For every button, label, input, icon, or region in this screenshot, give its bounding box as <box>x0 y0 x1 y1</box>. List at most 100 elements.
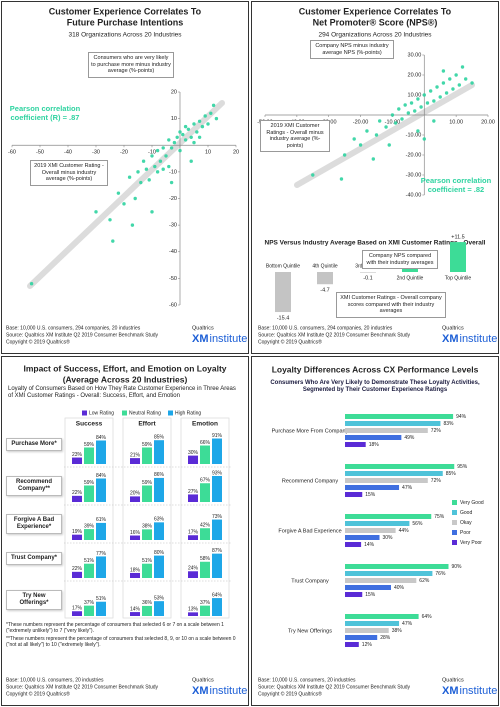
point <box>183 124 188 129</box>
facet-label: Effort <box>138 421 156 428</box>
logo-institute: institute <box>210 685 248 697</box>
y-tick-label: -20 <box>169 196 177 202</box>
value-label: 36% <box>142 600 153 606</box>
value-label: 21% <box>130 452 141 458</box>
bar <box>345 514 432 519</box>
point <box>161 167 165 171</box>
legend-label: Very Poor <box>460 540 482 546</box>
bar <box>130 458 140 464</box>
value-label: 16% <box>130 530 141 536</box>
value-label: -0.1 <box>363 276 372 282</box>
footnote: *These numbers represent the percentage … <box>6 622 224 634</box>
bar <box>96 478 106 502</box>
value-label: 18% <box>130 567 141 573</box>
point <box>122 202 126 206</box>
panel-border <box>1 1 249 354</box>
value-label: 64% <box>422 614 433 620</box>
value-label: 73% <box>212 514 223 520</box>
bar <box>84 447 94 464</box>
footer-note: Copyright © 2019 Qualtrics® <box>6 690 70 697</box>
point <box>377 119 382 123</box>
annotation: Consumers who are very likely to purchas… <box>88 52 174 78</box>
point <box>155 170 160 174</box>
value-label: 66% <box>200 440 211 446</box>
point <box>358 143 363 147</box>
footer-note: Source: Qualtrics XM Institute Q2 2019 C… <box>6 684 159 690</box>
value-label: 86% <box>154 472 165 478</box>
point <box>422 137 426 141</box>
facet-box <box>180 417 230 619</box>
bar <box>84 605 94 616</box>
value-label: 42% <box>200 523 211 529</box>
bar <box>84 529 94 540</box>
x-tick-label: -60 <box>8 150 16 156</box>
bar <box>188 455 198 464</box>
point <box>161 146 165 150</box>
point <box>111 239 115 243</box>
bar <box>154 477 164 502</box>
category-label: Forgive A Bad Experience <box>278 528 341 534</box>
row-label: Trust Company* <box>6 552 62 566</box>
point <box>416 129 420 133</box>
value-label: 44% <box>399 528 410 534</box>
point <box>419 105 423 109</box>
category-label: Try New Offerings <box>288 628 332 634</box>
footer-note: Base: 10,000 U.S. consumers, 294 compani… <box>258 325 393 331</box>
point <box>178 130 182 134</box>
chart-title: Customer Experience Correlates To <box>49 6 202 16</box>
logo-text: Qualtrics <box>442 325 464 331</box>
point <box>406 111 411 115</box>
bar <box>345 521 410 526</box>
value-label: 84% <box>96 435 107 441</box>
bar <box>96 440 106 464</box>
point <box>393 121 398 125</box>
point <box>342 153 347 157</box>
logo: XMinstitute <box>442 333 497 345</box>
annotation: Pearson correlation coefficient = .82 <box>420 176 492 194</box>
panel-border <box>1 356 249 706</box>
value-label: 72% <box>431 478 442 484</box>
point <box>189 135 193 139</box>
logo-xm: XM <box>192 333 209 345</box>
chart-subtitle: 294 Organizations Across 20 Industries <box>318 32 432 39</box>
point <box>164 154 168 158</box>
point <box>141 159 146 163</box>
bar <box>200 605 210 616</box>
value-label: 58% <box>200 556 211 562</box>
point <box>175 135 179 139</box>
x-tick-label: -20.00 <box>353 119 369 125</box>
value-label: 59% <box>84 480 95 486</box>
footer-note: Source: Qualtrics XM Institute Q2 2019 C… <box>258 332 411 338</box>
y-tick-label: 10 <box>171 116 177 122</box>
bar <box>345 642 359 647</box>
point <box>387 143 391 147</box>
point <box>108 218 112 222</box>
logo-xm: XM <box>442 685 459 697</box>
bar <box>345 585 391 590</box>
value-label: 76% <box>435 571 446 577</box>
category-label: 2nd Quintile <box>397 275 424 281</box>
value-label: 15% <box>365 592 376 598</box>
bar <box>84 563 94 578</box>
category-label: Recommend Company <box>282 478 338 484</box>
panel-border <box>251 1 499 354</box>
y-tick-label: 30.00 <box>408 52 422 58</box>
y-tick-label: -50 <box>169 276 177 282</box>
bar <box>200 483 210 502</box>
x-tick-label: -40 <box>64 150 72 156</box>
point <box>195 130 199 134</box>
bar <box>345 564 449 569</box>
category-label: 4th Quintile <box>312 263 338 269</box>
annotation: Company NPS minus industry average NPS (… <box>310 40 394 60</box>
point <box>116 191 121 195</box>
row-label: Forgive A Bad Experience* <box>6 514 62 535</box>
point <box>454 73 458 77</box>
value-label: 28% <box>380 635 391 641</box>
bar <box>345 471 443 476</box>
value-label: 53% <box>154 595 165 601</box>
y-tick-label: -10.00 <box>406 132 422 138</box>
value-label: 18% <box>369 442 380 448</box>
category-label: Purchase More From Company <box>272 428 349 434</box>
facet-box <box>64 417 114 619</box>
y-tick-label: -30 <box>169 223 177 229</box>
